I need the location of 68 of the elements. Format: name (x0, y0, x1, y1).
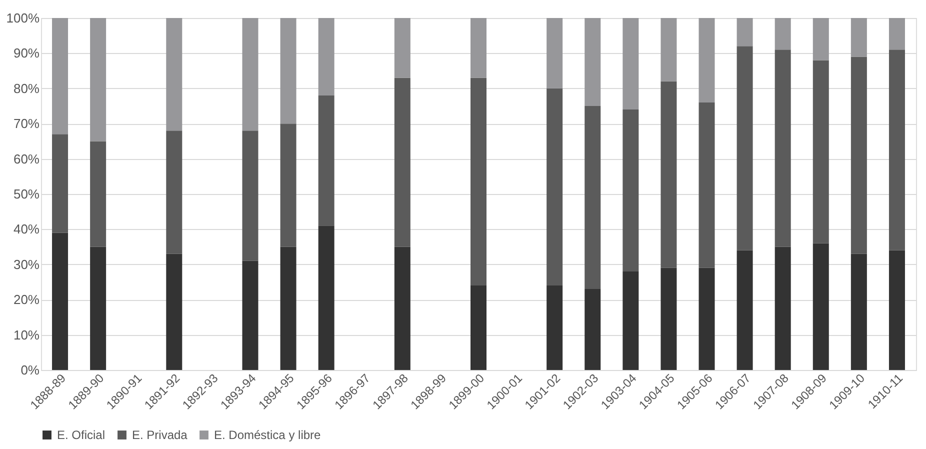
bar (242, 260, 258, 370)
bar (850, 18, 867, 57)
bar (52, 232, 68, 370)
bar (52, 18, 68, 134)
bar (546, 286, 563, 370)
bar (698, 268, 715, 370)
bar (280, 246, 296, 370)
bar (736, 46, 753, 250)
y-tick-label: 60% (13, 151, 40, 166)
y-tick-label: 90% (13, 46, 40, 61)
bar (90, 18, 106, 142)
y-tick-label: 10% (13, 327, 40, 342)
bar (622, 18, 639, 110)
bar (774, 18, 791, 50)
bar (584, 106, 601, 290)
bar (850, 56, 867, 254)
bar (90, 141, 106, 247)
bar (736, 250, 753, 370)
bar (318, 95, 334, 226)
bar (774, 50, 791, 247)
bar (850, 254, 867, 370)
y-tick-label: 20% (13, 292, 40, 308)
bar (660, 268, 677, 370)
bar (736, 18, 753, 46)
y-tick-label: 30% (13, 256, 40, 272)
bar (812, 18, 829, 60)
bar (242, 130, 258, 261)
bar (280, 124, 296, 247)
bar (166, 254, 182, 370)
bar (584, 289, 601, 370)
bar (546, 18, 563, 88)
bar (660, 18, 677, 82)
bar (584, 18, 601, 106)
bar (90, 246, 106, 370)
bar (698, 18, 715, 102)
bar (622, 110, 639, 272)
bar (888, 18, 905, 50)
bar (394, 78, 410, 247)
bar (698, 102, 715, 268)
legend-label: E. Doméstica y libre (214, 428, 322, 442)
bar (394, 246, 410, 370)
bar (812, 60, 829, 244)
bar (888, 50, 905, 250)
bar (622, 271, 639, 370)
bar (242, 18, 258, 131)
bar (280, 18, 296, 124)
bar (660, 81, 677, 268)
bar (470, 78, 486, 286)
bar (470, 286, 486, 370)
bar (318, 226, 334, 370)
bar (394, 18, 410, 78)
y-tick-label: 0% (20, 362, 40, 378)
bar (774, 246, 791, 370)
y-tick-label: 40% (13, 222, 40, 237)
bar (318, 18, 334, 96)
legend-label: E. Privada (132, 428, 188, 442)
bar (888, 250, 905, 370)
y-tick-label: 100% (6, 10, 40, 26)
y-tick-label: 80% (13, 80, 40, 96)
bar (52, 134, 68, 233)
bar (166, 18, 182, 131)
y-tick-label: 50% (13, 186, 40, 202)
bar (546, 88, 563, 286)
bar (166, 130, 182, 254)
y-tick-label: 70% (13, 116, 40, 132)
bar (812, 243, 829, 370)
legend-label: E. Oficial (57, 428, 106, 442)
bar (470, 18, 486, 78)
